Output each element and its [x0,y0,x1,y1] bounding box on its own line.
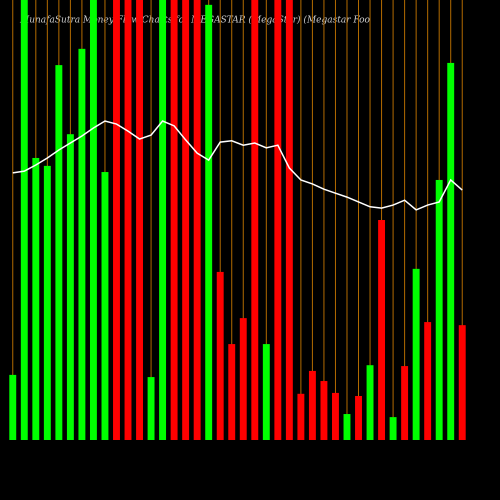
bar [55,65,63,441]
bar [458,325,466,440]
bar [124,0,132,440]
bar [262,344,270,440]
bar [308,370,316,440]
bar [297,393,305,440]
bar [78,48,86,441]
bar [9,374,17,440]
bar [274,0,282,440]
bar [355,396,362,440]
bar [89,0,97,440]
bar [43,165,51,440]
money-flow-line [12,120,463,211]
bar [343,414,351,440]
bar [66,134,74,440]
bar [366,365,374,440]
bar [332,392,339,440]
bar [401,366,409,440]
bar [389,417,397,440]
bar [228,344,236,440]
bar [182,0,190,440]
bar [216,271,224,440]
bar [113,0,120,440]
bar [20,0,28,440]
bar [251,0,259,440]
bar [424,322,432,440]
bar [193,0,201,440]
bar [159,0,167,440]
bar [147,377,155,440]
bar [136,0,143,440]
bar [285,0,293,440]
bar [412,268,420,440]
bar [170,0,178,440]
bar [205,4,213,441]
bar [101,172,109,441]
bar [378,220,386,440]
bar [32,157,40,440]
bar [320,381,328,440]
bar [435,179,443,440]
bar [239,318,247,440]
bar [447,62,455,441]
